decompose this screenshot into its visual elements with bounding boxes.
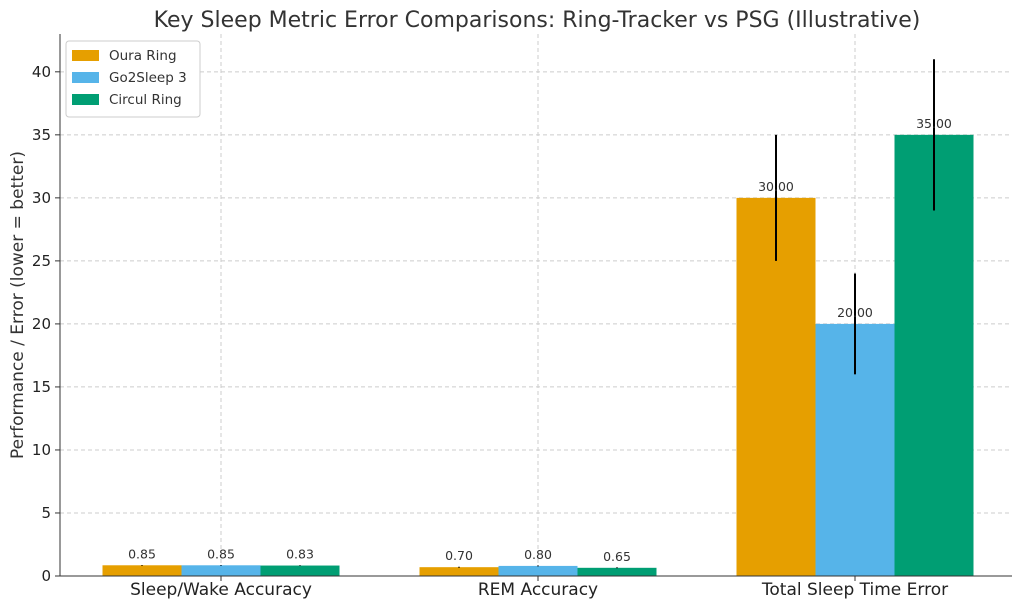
axes-layer: 0 5 10 15 20 25 30 35 40 Sleep/Wake Accuracy REM A… [32, 34, 1012, 600]
y-tick-label: 40 [32, 63, 51, 81]
y-tick-label: 20 [32, 315, 51, 333]
bar [498, 565, 578, 576]
data-label: 0.65 [603, 549, 631, 564]
bars-layer: 0.85 0.85 0.83 0.70 0.80 0.65 30.00 20.00 35.00 [102, 59, 974, 576]
y-tick-label: 30 [32, 189, 51, 207]
data-label: 35.00 [916, 116, 952, 131]
bar [102, 565, 182, 576]
data-label: 0.70 [445, 548, 473, 563]
legend-label: Oura Ring [109, 48, 177, 64]
legend-box [65, 40, 201, 118]
y-axis-label: Performance / Error (lower = better) [8, 151, 28, 459]
y-tick-label: 10 [32, 441, 51, 459]
data-label: 0.85 [207, 546, 235, 561]
x-tick-label: REM Accuracy [478, 580, 598, 600]
legend: Oura Ring Go2Sleep 3 Circul Ring [65, 40, 201, 118]
y-tick-label: 5 [41, 504, 51, 522]
data-label: 0.83 [286, 547, 314, 562]
bar [577, 567, 657, 576]
legend-swatch [72, 94, 99, 105]
bar [419, 567, 499, 576]
data-label: 30.00 [758, 179, 794, 194]
y-tick-label: 15 [32, 378, 51, 396]
data-label: 0.80 [524, 547, 552, 562]
y-tick-label: 35 [32, 126, 51, 144]
x-tick-label: Total Sleep Time Error [761, 580, 948, 600]
data-label: 20.00 [837, 305, 873, 320]
bar [260, 565, 340, 576]
y-tick-label: 0 [41, 567, 51, 585]
legend-label: Go2Sleep 3 [109, 70, 187, 86]
data-label: 0.85 [128, 546, 156, 561]
legend-swatch [72, 50, 99, 61]
y-tick-label: 25 [32, 252, 51, 270]
bar [181, 565, 261, 576]
x-tick-label: Sleep/Wake Accuracy [130, 580, 312, 600]
chart-title: Key Sleep Metric Error Comparisons: Ring… [154, 8, 921, 33]
legend-swatch [72, 72, 99, 83]
legend-label: Circul Ring [109, 92, 182, 108]
